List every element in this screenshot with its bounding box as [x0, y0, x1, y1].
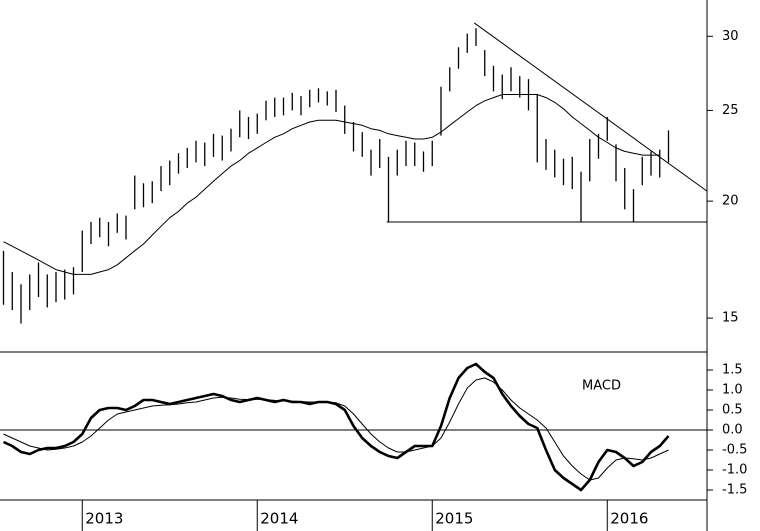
x-tick-label: 2013	[85, 510, 123, 528]
y-tick-label: 0.5	[722, 403, 743, 418]
x-tick-label: 2015	[435, 510, 473, 528]
moving-average	[3, 94, 660, 275]
macd-line	[2, 362, 670, 492]
y-tick-label: 20	[722, 194, 739, 209]
macd-line	[3, 377, 669, 481]
y-tick-label: 1.0	[722, 383, 743, 398]
macd-label: MACD	[582, 379, 621, 394]
y-tick-label: -0.5	[722, 443, 747, 458]
trendline	[473, 22, 708, 192]
y-tick-label: 25	[722, 103, 739, 118]
y-tick-label: 0.0	[722, 423, 743, 438]
y-tick-label: -1.5	[722, 483, 747, 498]
y-tick-label: 30	[722, 29, 739, 44]
x-tick-label: 2014	[260, 510, 298, 528]
y-tick-label: 15	[722, 311, 739, 326]
y-tick-label: 1.5	[722, 363, 743, 378]
x-tick-label: 2016	[610, 510, 648, 528]
y-tick-label: -1.0	[722, 463, 747, 478]
